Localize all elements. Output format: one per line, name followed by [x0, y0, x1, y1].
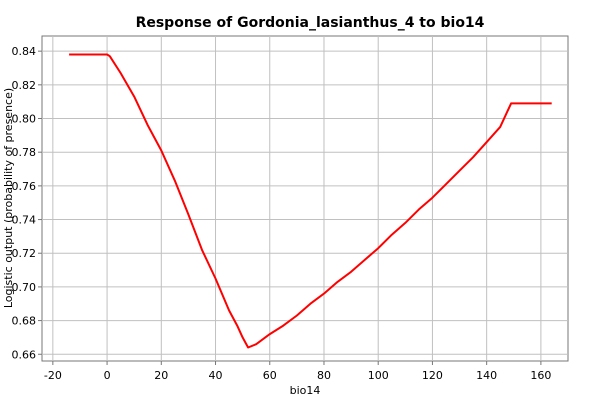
x-tick-label: 40	[209, 369, 223, 382]
x-tick-label: 60	[263, 369, 277, 382]
y-tick-label: 0.70	[12, 281, 37, 294]
y-tick-label: 0.74	[12, 214, 37, 227]
series-layer	[69, 53, 552, 349]
grid	[42, 36, 568, 361]
y-tick-label: 0.82	[12, 79, 37, 92]
y-tick-label: 0.84	[12, 45, 37, 58]
chart-title: Response of Gordonia_lasianthus_4 to bio…	[136, 15, 485, 31]
response-curve	[69, 53, 552, 349]
y-tick-label: 0.78	[12, 146, 37, 159]
x-tick-label: 20	[154, 369, 168, 382]
x-axis: -20 0 20 40 60 80 100 120 140 160	[44, 361, 551, 382]
y-tick-label: 0.66	[12, 348, 37, 361]
x-axis-label: bio14	[290, 384, 321, 397]
x-tick-label: 140	[476, 369, 497, 382]
x-tick-label: 80	[317, 369, 331, 382]
x-tick-label: 0	[104, 369, 111, 382]
x-tick-label: 120	[422, 369, 443, 382]
x-tick-label: 160	[530, 369, 551, 382]
y-tick-label: 0.72	[12, 247, 37, 260]
y-tick-label: 0.68	[12, 315, 37, 328]
y-tick-label: 0.76	[12, 180, 37, 193]
y-axis-label: Logistic output (probability of presence…	[2, 88, 15, 308]
x-tick-label: 100	[368, 369, 389, 382]
x-tick-label: -20	[44, 369, 62, 382]
y-tick-label: 0.80	[12, 113, 37, 126]
y-axis: 0.66 0.68 0.70 0.72 0.74 0.76 0.78 0.80 0.82 0.84	[12, 45, 42, 361]
